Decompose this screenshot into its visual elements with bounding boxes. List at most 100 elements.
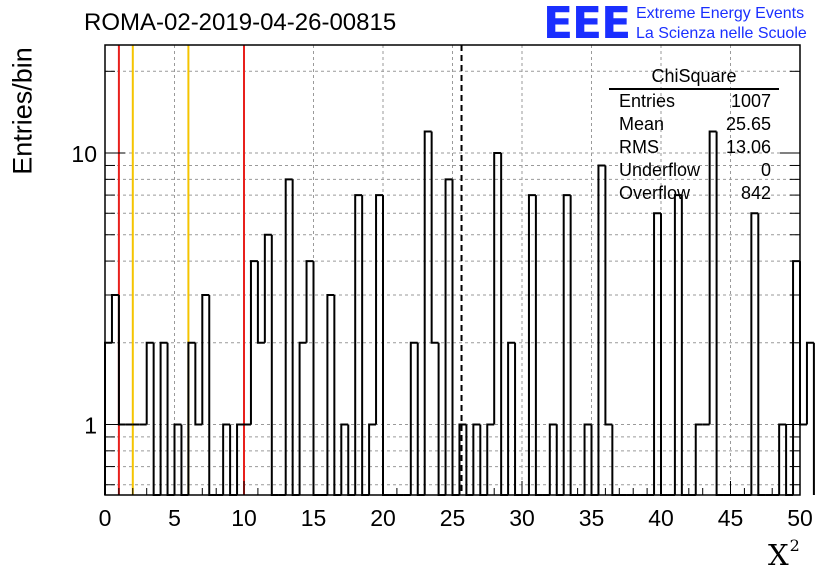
histogram-bin bbox=[799, 261, 807, 426]
histogram-bin bbox=[291, 179, 300, 496]
x-tick-label: 35 bbox=[579, 505, 605, 531]
stats-row-underflow: Underflow 0 bbox=[609, 159, 779, 182]
histogram-bin bbox=[117, 294, 126, 426]
histogram-bin bbox=[222, 423, 231, 495]
histogram-bin bbox=[708, 130, 717, 425]
x-axis-label-superscript: 2 bbox=[789, 536, 800, 555]
logo-line-2: La Scienza nelle Scuole bbox=[636, 25, 807, 42]
histogram-bin bbox=[236, 423, 244, 495]
grid bbox=[105, 45, 800, 495]
histogram-bin bbox=[562, 194, 571, 495]
histogram-bin bbox=[444, 178, 453, 495]
histogram-bin bbox=[750, 212, 759, 495]
histogram-bin bbox=[326, 293, 335, 495]
histogram-bin bbox=[284, 178, 293, 495]
histogram-bin bbox=[548, 423, 557, 495]
x-tick-label: 5 bbox=[168, 505, 181, 531]
stats-row-entries: Entries 1007 bbox=[609, 90, 779, 113]
histogram-bin bbox=[340, 423, 349, 495]
x-tick-label: 30 bbox=[509, 505, 535, 531]
histogram-bin bbox=[437, 342, 446, 496]
histogram-bin bbox=[152, 342, 161, 496]
histogram-bin bbox=[249, 260, 258, 425]
x-tick-label: 20 bbox=[370, 505, 396, 531]
stats-box: ChiSquare Entries 1007 Mean 25.65 RMS 13… bbox=[609, 64, 779, 205]
stats-label: RMS bbox=[619, 137, 659, 157]
x-axis-label-base: X bbox=[768, 538, 789, 572]
stats-label: Mean bbox=[619, 114, 665, 134]
stats-title: ChiSquare bbox=[609, 64, 779, 90]
histogram-bin bbox=[500, 153, 509, 496]
y-tick-label: 10 bbox=[71, 141, 97, 167]
histogram-bin bbox=[361, 195, 370, 496]
stats-value: 0 bbox=[760, 160, 771, 180]
x-tick-label: 50 bbox=[787, 505, 813, 531]
histogram-bin bbox=[382, 195, 390, 496]
y-axis-label: Entries/bin bbox=[7, 47, 38, 175]
stats-value: 13.06 bbox=[725, 137, 771, 157]
histogram-bin bbox=[110, 293, 119, 343]
histogram-bin bbox=[805, 341, 814, 425]
axis-ticks bbox=[104, 70, 801, 495]
histogram-bin bbox=[597, 164, 606, 495]
histogram-bin bbox=[187, 341, 196, 495]
x-tick-label: 10 bbox=[231, 505, 257, 531]
histogram-bin bbox=[166, 342, 175, 496]
histogram-bin bbox=[145, 341, 154, 425]
x-tick-label: 45 bbox=[718, 505, 744, 531]
histogram-bin bbox=[673, 194, 682, 495]
y-tick-label: 1 bbox=[84, 413, 97, 439]
histogram-bin bbox=[423, 130, 432, 495]
histogram-bin bbox=[680, 195, 689, 496]
histogram-bin bbox=[298, 341, 307, 495]
histogram-bin bbox=[507, 341, 516, 495]
y-axis-label-box: Entries/bin bbox=[8, 36, 38, 186]
histogram-bin bbox=[757, 213, 766, 496]
histogram-bin bbox=[104, 341, 112, 495]
histogram-bin bbox=[416, 342, 425, 496]
histogram-bin bbox=[159, 341, 168, 495]
histogram-bin bbox=[430, 131, 439, 344]
eee-logo: EEE bbox=[543, 0, 631, 49]
histogram-bin bbox=[375, 194, 383, 425]
histogram-bin bbox=[305, 260, 314, 343]
run-title: ROMA-02-2019-04-26-00815 bbox=[84, 9, 397, 36]
stats-label: Entries bbox=[619, 91, 676, 111]
histogram-bin bbox=[208, 294, 217, 496]
histogram-bin bbox=[604, 165, 613, 426]
histogram-bin bbox=[256, 261, 265, 344]
histogram-bin bbox=[451, 179, 460, 496]
histogram-bin bbox=[569, 195, 578, 496]
stats-row-rms: RMS 13.06 bbox=[609, 136, 779, 159]
logo-line-1: Extreme Energy Events bbox=[636, 5, 805, 22]
histogram-bin bbox=[472, 423, 481, 495]
histogram-bin bbox=[792, 260, 800, 495]
stats-label: Overflow bbox=[619, 183, 691, 203]
histogram-bin bbox=[486, 423, 495, 495]
histogram-bin bbox=[333, 294, 342, 496]
histogram-bin bbox=[201, 293, 210, 425]
histogram-bin bbox=[312, 261, 321, 496]
stats-value: 1007 bbox=[730, 91, 771, 111]
histogram-bin bbox=[194, 342, 203, 426]
tick-labels: 0 5 10 15 20 25 30 35 40 45 50 1 10 bbox=[71, 141, 812, 531]
histogram-bin bbox=[409, 341, 418, 495]
histogram-bin bbox=[514, 342, 522, 496]
stats-label: Underflow bbox=[619, 160, 701, 180]
x-tick-label: 25 bbox=[440, 505, 466, 531]
stats-value: 842 bbox=[740, 183, 771, 203]
stats-value: 25.65 bbox=[725, 114, 771, 134]
stats-row-mean: Mean 25.65 bbox=[609, 113, 779, 136]
x-axis-label: X2 bbox=[768, 536, 800, 572]
stats-row-overflow: Overflow 842 bbox=[609, 182, 779, 205]
histogram-bin bbox=[270, 234, 279, 496]
histogram-bin bbox=[653, 212, 661, 495]
histogram-bin bbox=[493, 152, 502, 425]
histogram-bin bbox=[660, 213, 668, 496]
x-tick-label: 15 bbox=[301, 505, 327, 531]
histogram-bin bbox=[527, 194, 536, 495]
histogram-bin bbox=[694, 423, 703, 495]
histogram-bin bbox=[368, 423, 377, 495]
x-tick-label: 40 bbox=[648, 505, 674, 531]
